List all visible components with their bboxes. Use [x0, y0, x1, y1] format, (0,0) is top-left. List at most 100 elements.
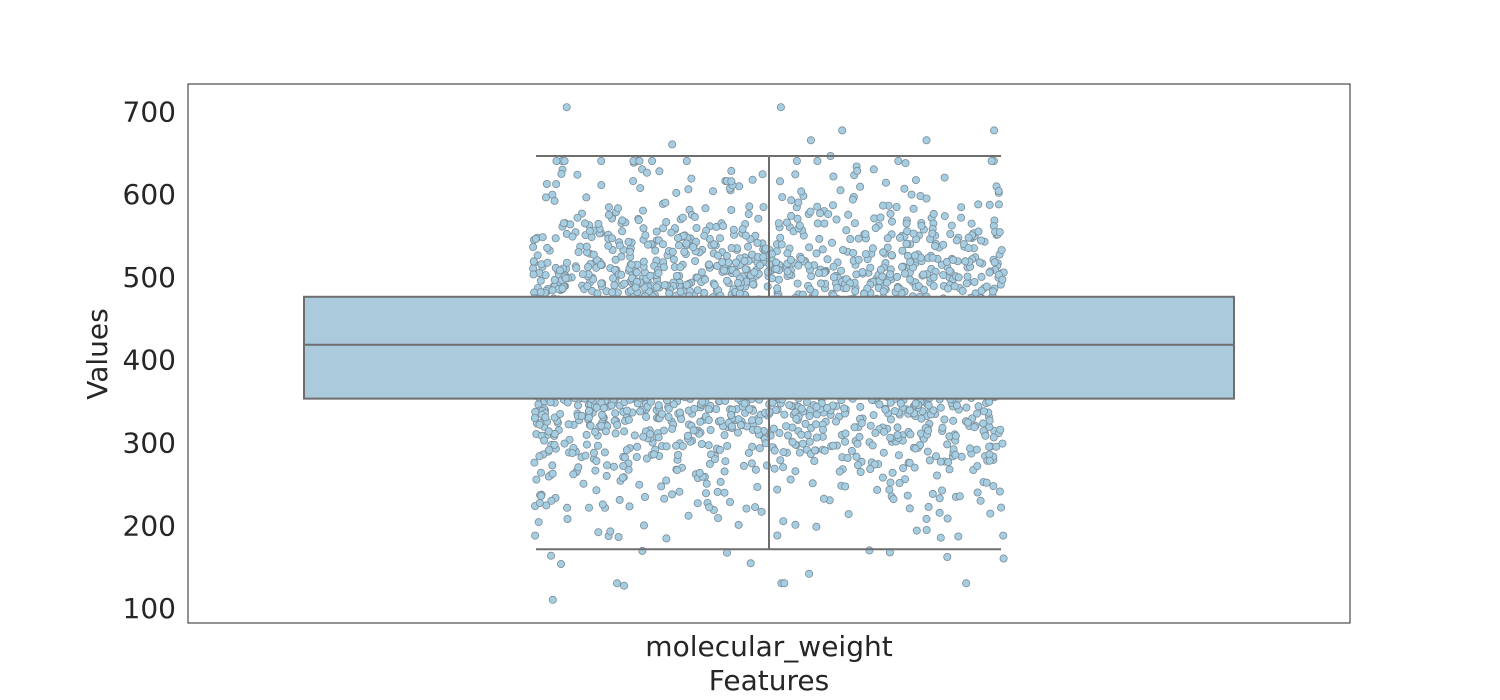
strip-point	[709, 187, 718, 196]
strip-point	[852, 452, 861, 461]
strip-point	[917, 221, 926, 230]
strip-point	[999, 531, 1008, 540]
y-tick-label: 300	[123, 427, 176, 460]
strip-point	[704, 416, 713, 425]
strip-point	[812, 433, 821, 442]
strip-point	[866, 263, 875, 272]
strip-point	[985, 442, 994, 451]
strip-point	[716, 234, 725, 243]
strip-point	[955, 492, 964, 501]
strip-point	[943, 514, 952, 523]
strip-point	[857, 419, 866, 428]
strip-point	[906, 257, 915, 266]
strip-point	[642, 168, 651, 177]
strip-point	[928, 489, 937, 498]
strip-point	[871, 224, 880, 233]
box-iqr	[303, 295, 1235, 400]
strip-point	[866, 464, 875, 473]
strip-point	[865, 546, 874, 555]
strip-point	[667, 228, 676, 237]
strip-point	[614, 533, 623, 542]
strip-point	[979, 419, 988, 428]
strip-point	[806, 285, 815, 294]
strip-point	[829, 201, 838, 210]
strip-point	[619, 461, 628, 470]
strip-point	[754, 416, 763, 425]
strip-point	[776, 177, 785, 186]
strip-point	[648, 156, 657, 165]
strip-point	[530, 413, 539, 422]
strip-point	[579, 479, 588, 488]
strip-point	[977, 272, 986, 281]
strip-point	[631, 283, 640, 292]
strip-point	[689, 426, 698, 435]
strip-point	[541, 413, 550, 422]
strip-point	[753, 425, 762, 434]
strip-point	[634, 216, 643, 225]
y-tick-label: 100	[123, 592, 176, 625]
strip-point	[929, 406, 938, 415]
strip-point	[868, 441, 877, 450]
strip-point	[938, 423, 947, 432]
strip-point	[652, 227, 661, 236]
strip-point	[664, 412, 673, 421]
strip-point	[608, 234, 617, 243]
strip-point	[946, 229, 955, 238]
strip-point	[640, 521, 649, 530]
strip-point	[949, 416, 958, 425]
strip-point	[850, 219, 859, 228]
strip-point	[710, 240, 719, 249]
strip-point	[692, 223, 701, 232]
strip-point	[651, 246, 660, 255]
strip-point	[551, 234, 560, 243]
strip-point	[585, 413, 594, 422]
strip-point	[779, 448, 788, 457]
strip-point	[944, 284, 953, 293]
strip-point	[939, 271, 948, 280]
strip-point	[559, 219, 568, 228]
strip-point	[998, 439, 1007, 448]
strip-point	[594, 528, 603, 537]
strip-point	[893, 431, 902, 440]
strip-point	[530, 458, 539, 467]
strip-point	[604, 203, 613, 212]
strip-point	[613, 579, 622, 588]
strip-point	[952, 401, 961, 410]
strip-point	[604, 210, 613, 219]
strip-point	[654, 433, 663, 442]
strip-point	[624, 237, 633, 246]
strip-point	[936, 457, 945, 466]
strip-point	[609, 274, 618, 283]
strip-point	[613, 420, 622, 429]
strip-point	[855, 432, 864, 441]
strip-point	[607, 401, 616, 410]
strip-point	[563, 515, 572, 524]
strip-point	[882, 278, 891, 287]
strip-point	[664, 404, 673, 413]
strip-point	[727, 243, 736, 252]
strip-point	[805, 412, 814, 421]
strip-point	[892, 202, 901, 211]
strip-point	[751, 503, 760, 512]
strip-point	[938, 486, 947, 495]
strip-point	[639, 432, 648, 441]
strip-point	[929, 273, 938, 282]
strip-point	[560, 439, 569, 448]
strip-point	[644, 240, 653, 249]
strip-point	[618, 216, 627, 225]
strip-point	[691, 257, 700, 266]
strip-point	[985, 416, 994, 425]
strip-point	[954, 273, 963, 282]
strip-point	[610, 462, 619, 471]
strip-point	[582, 440, 591, 449]
strip-point	[871, 428, 880, 437]
strip-point	[795, 448, 804, 457]
strip-point	[668, 247, 677, 256]
strip-point	[550, 275, 559, 284]
strip-point	[675, 487, 684, 496]
strip-point	[940, 173, 949, 182]
strip-point	[617, 270, 626, 279]
strip-point	[962, 579, 971, 588]
strip-point	[819, 425, 828, 434]
strip-point	[705, 459, 714, 468]
